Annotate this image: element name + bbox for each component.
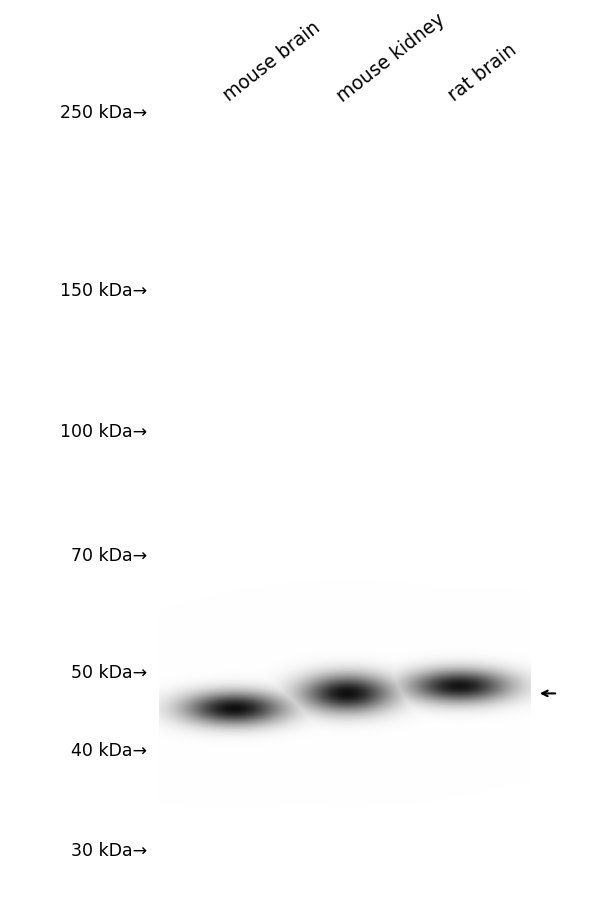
Text: 70 kDa→: 70 kDa→ bbox=[71, 547, 147, 564]
Text: mouse brain: mouse brain bbox=[220, 18, 323, 106]
Text: mouse kidney: mouse kidney bbox=[334, 10, 449, 106]
Text: 30 kDa→: 30 kDa→ bbox=[71, 841, 147, 859]
Text: WWW.PTBLAB.COM: WWW.PTBLAB.COM bbox=[241, 359, 449, 615]
Text: rat brain: rat brain bbox=[445, 41, 520, 106]
Text: 50 kDa→: 50 kDa→ bbox=[71, 663, 147, 681]
Text: 250 kDa→: 250 kDa→ bbox=[60, 104, 147, 122]
Text: 40 kDa→: 40 kDa→ bbox=[71, 741, 147, 759]
Bar bbox=[159, 113, 531, 850]
Text: 100 kDa→: 100 kDa→ bbox=[60, 422, 147, 440]
Text: 150 kDa→: 150 kDa→ bbox=[60, 281, 147, 299]
